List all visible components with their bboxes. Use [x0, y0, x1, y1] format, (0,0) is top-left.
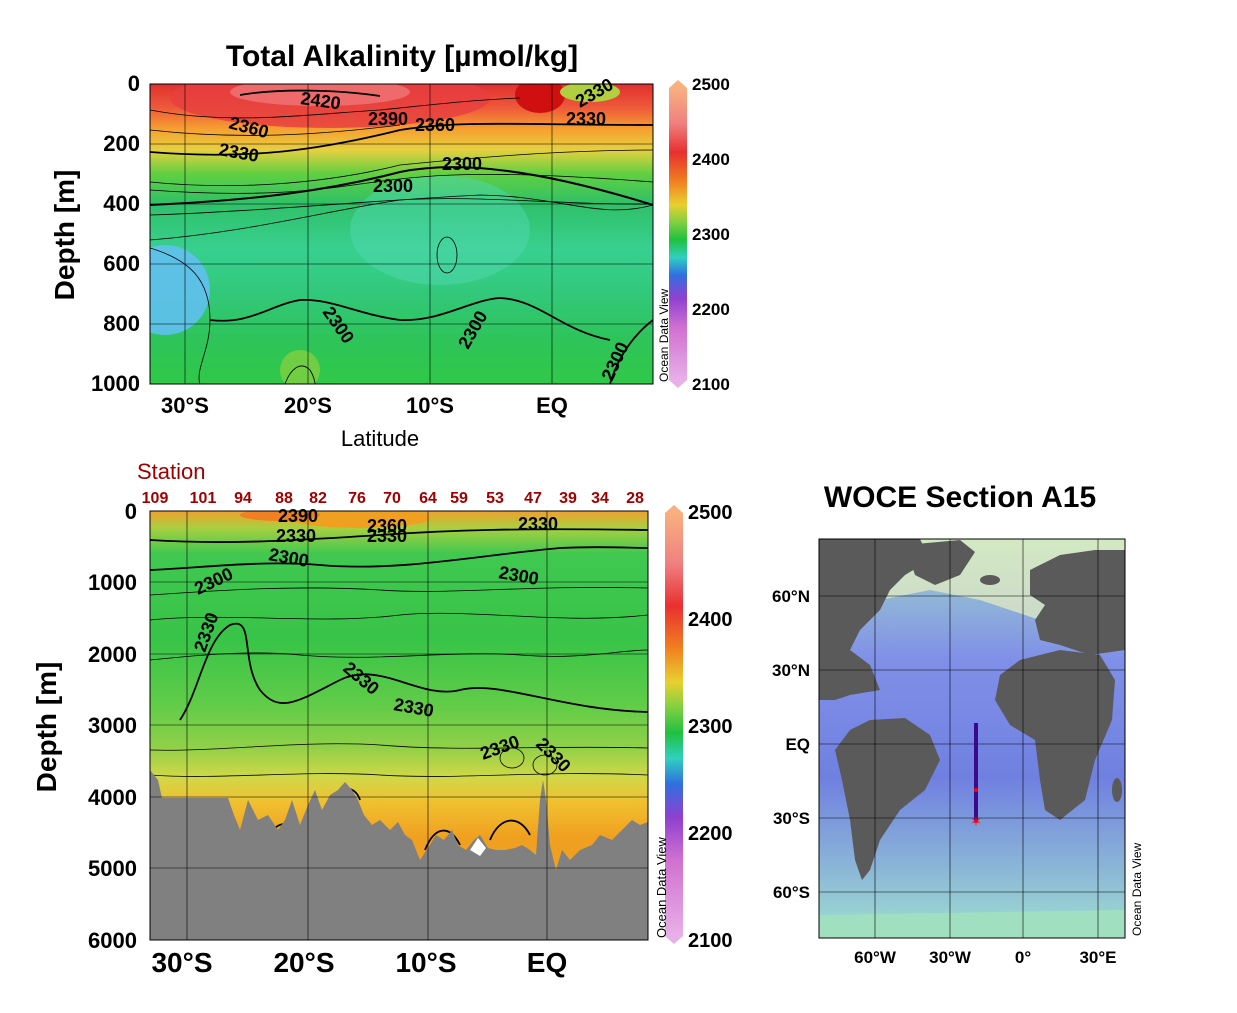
- bottom-colorbar-gradient: [665, 513, 683, 936]
- bottom-colorbar-tick: 2200: [688, 823, 733, 845]
- section-marker: ✶: [970, 814, 982, 830]
- top-x-tick-label: EQ: [536, 393, 568, 418]
- top-y-ticks: 0 200 400 600 800 1000: [91, 71, 140, 396]
- top-contour-label: 2300: [373, 176, 413, 196]
- station-number: 88: [275, 490, 293, 507]
- bottom-contour-label: 2330: [518, 514, 558, 534]
- map-lat-label: 30°S: [773, 809, 810, 828]
- top-colorbar: 2500 2400 2300 2200 2100 Ocean Data View: [657, 75, 730, 394]
- station-number: 64: [419, 490, 437, 507]
- map-lon-label: 0°: [1015, 948, 1031, 967]
- station-number: 53: [486, 490, 504, 507]
- top-x-tick-label: 20°S: [284, 393, 332, 418]
- top-y-tick-label: 400: [103, 191, 140, 216]
- bottom-colorbar-tick: 2400: [688, 609, 733, 631]
- top-panel: Total Alkalinity [µmol/kg]: [49, 40, 730, 451]
- top-contour-label: 2330: [566, 109, 606, 129]
- bottom-x-ticks: 30°S 20°S 10°S EQ: [151, 947, 567, 978]
- bottom-contour-label: 2330: [367, 526, 407, 546]
- bottom-x-tick-label: EQ: [527, 947, 567, 978]
- station-number: 94: [234, 490, 252, 507]
- top-chart-title: Total Alkalinity [µmol/kg]: [226, 40, 578, 73]
- bottom-x-tick-label: 30°S: [151, 947, 212, 978]
- top-x-axis-label: Latitude: [341, 426, 419, 451]
- bottom-colorbar-tick: 2300: [688, 716, 733, 738]
- bottom-contour-label: 2360: [367, 516, 407, 536]
- bottom-y-tick-label: 1000: [88, 570, 137, 595]
- station-number: 59: [450, 490, 468, 507]
- bottom-y-axis-label: Depth [m]: [31, 662, 62, 793]
- map-field: ✶: [819, 539, 1125, 938]
- bottom-y-tick-label: 3000: [88, 713, 137, 738]
- map-odv-watermark: Ocean Data View: [1130, 843, 1144, 936]
- top-y-tick-label: 800: [103, 311, 140, 336]
- top-y-tick-label: 0: [128, 71, 140, 96]
- map-lat-label: 60°N: [772, 587, 810, 606]
- bottom-y-tick-label: 0: [125, 499, 137, 524]
- bottom-y-tick-label: 2000: [88, 642, 137, 667]
- map-lat-labels: 60°N 30°N EQ 30°S 60°S: [772, 587, 810, 902]
- station-number: 76: [348, 490, 366, 507]
- bottom-colorbar-tick: 2500: [688, 502, 733, 524]
- station-number: 39: [559, 490, 577, 507]
- station-number: 101: [190, 490, 217, 507]
- top-y-tick-label: 600: [103, 251, 140, 276]
- map-title: WOCE Section A15: [824, 481, 1096, 514]
- bottom-y-tick-label: 5000: [88, 856, 137, 881]
- bottom-contour-label: 2390: [278, 506, 318, 526]
- map-panel: WOCE Section A15: [772, 481, 1144, 967]
- bottom-x-tick-label: 10°S: [395, 947, 456, 978]
- station-number: 82: [309, 490, 327, 507]
- map-lon-labels: 60°W 30°W 0° 30°E: [854, 948, 1116, 967]
- bottom-heatmap-field: [150, 511, 648, 940]
- map-lon-label: 60°W: [854, 948, 897, 967]
- bottom-odv-watermark: Ocean Data View: [654, 836, 669, 938]
- top-heatmap-field: [150, 84, 653, 384]
- bottom-panel: Station 109 101 94 88 82 76 70 64 59 53 …: [31, 459, 733, 978]
- top-y-tick-label: 200: [103, 131, 140, 156]
- top-x-tick-label: 10°S: [406, 393, 454, 418]
- bottom-y-tick-label: 4000: [88, 785, 137, 810]
- top-colorbar-tick: 2500: [692, 75, 730, 94]
- bottom-y-ticks: 0 1000 2000 3000 4000 5000 6000: [88, 499, 137, 953]
- top-contour-label: 2390: [368, 109, 408, 129]
- top-colorbar-tick: 2100: [692, 375, 730, 394]
- bottom-contour-label: 2330: [276, 526, 316, 546]
- top-colorbar-tick: 2200: [692, 300, 730, 319]
- top-colorbar-tick: 2300: [692, 225, 730, 244]
- map-lat-label: EQ: [785, 735, 810, 754]
- station-numbers: 109 101 94 88 82 76 70 64 59 53 47 39 34…: [142, 490, 644, 507]
- top-x-tick-label: 30°S: [161, 393, 209, 418]
- station-number: 70: [383, 490, 401, 507]
- top-x-ticks: 30°S 20°S 10°S EQ: [161, 393, 568, 418]
- station-number: 28: [626, 490, 644, 507]
- top-contour-label: 2300: [442, 154, 482, 174]
- map-lon-label: 30°W: [929, 948, 972, 967]
- top-y-axis-label: Depth [m]: [49, 170, 80, 301]
- bottom-x-tick-label: 20°S: [273, 947, 334, 978]
- bottom-y-tick-label: 6000: [88, 928, 137, 953]
- map-lon-label: 30°E: [1079, 948, 1116, 967]
- station-label: Station: [137, 459, 206, 484]
- top-y-tick-label: 1000: [91, 371, 140, 396]
- top-contour-label: 2360: [415, 115, 455, 135]
- station-number: 34: [591, 490, 609, 507]
- station-number: 47: [524, 490, 542, 507]
- bottom-colorbar-tick: 2100: [688, 930, 733, 952]
- map-lat-label: 30°N: [772, 661, 810, 680]
- top-colorbar-gradient: [669, 88, 687, 380]
- top-odv-watermark: Ocean Data View: [657, 289, 671, 382]
- top-colorbar-tick: 2400: [692, 150, 730, 169]
- map-lat-label: 60°S: [773, 883, 810, 902]
- bottom-colorbar: 2500 2400 2300 2200 2100 Ocean Data View: [654, 502, 733, 952]
- station-number: 109: [142, 490, 169, 507]
